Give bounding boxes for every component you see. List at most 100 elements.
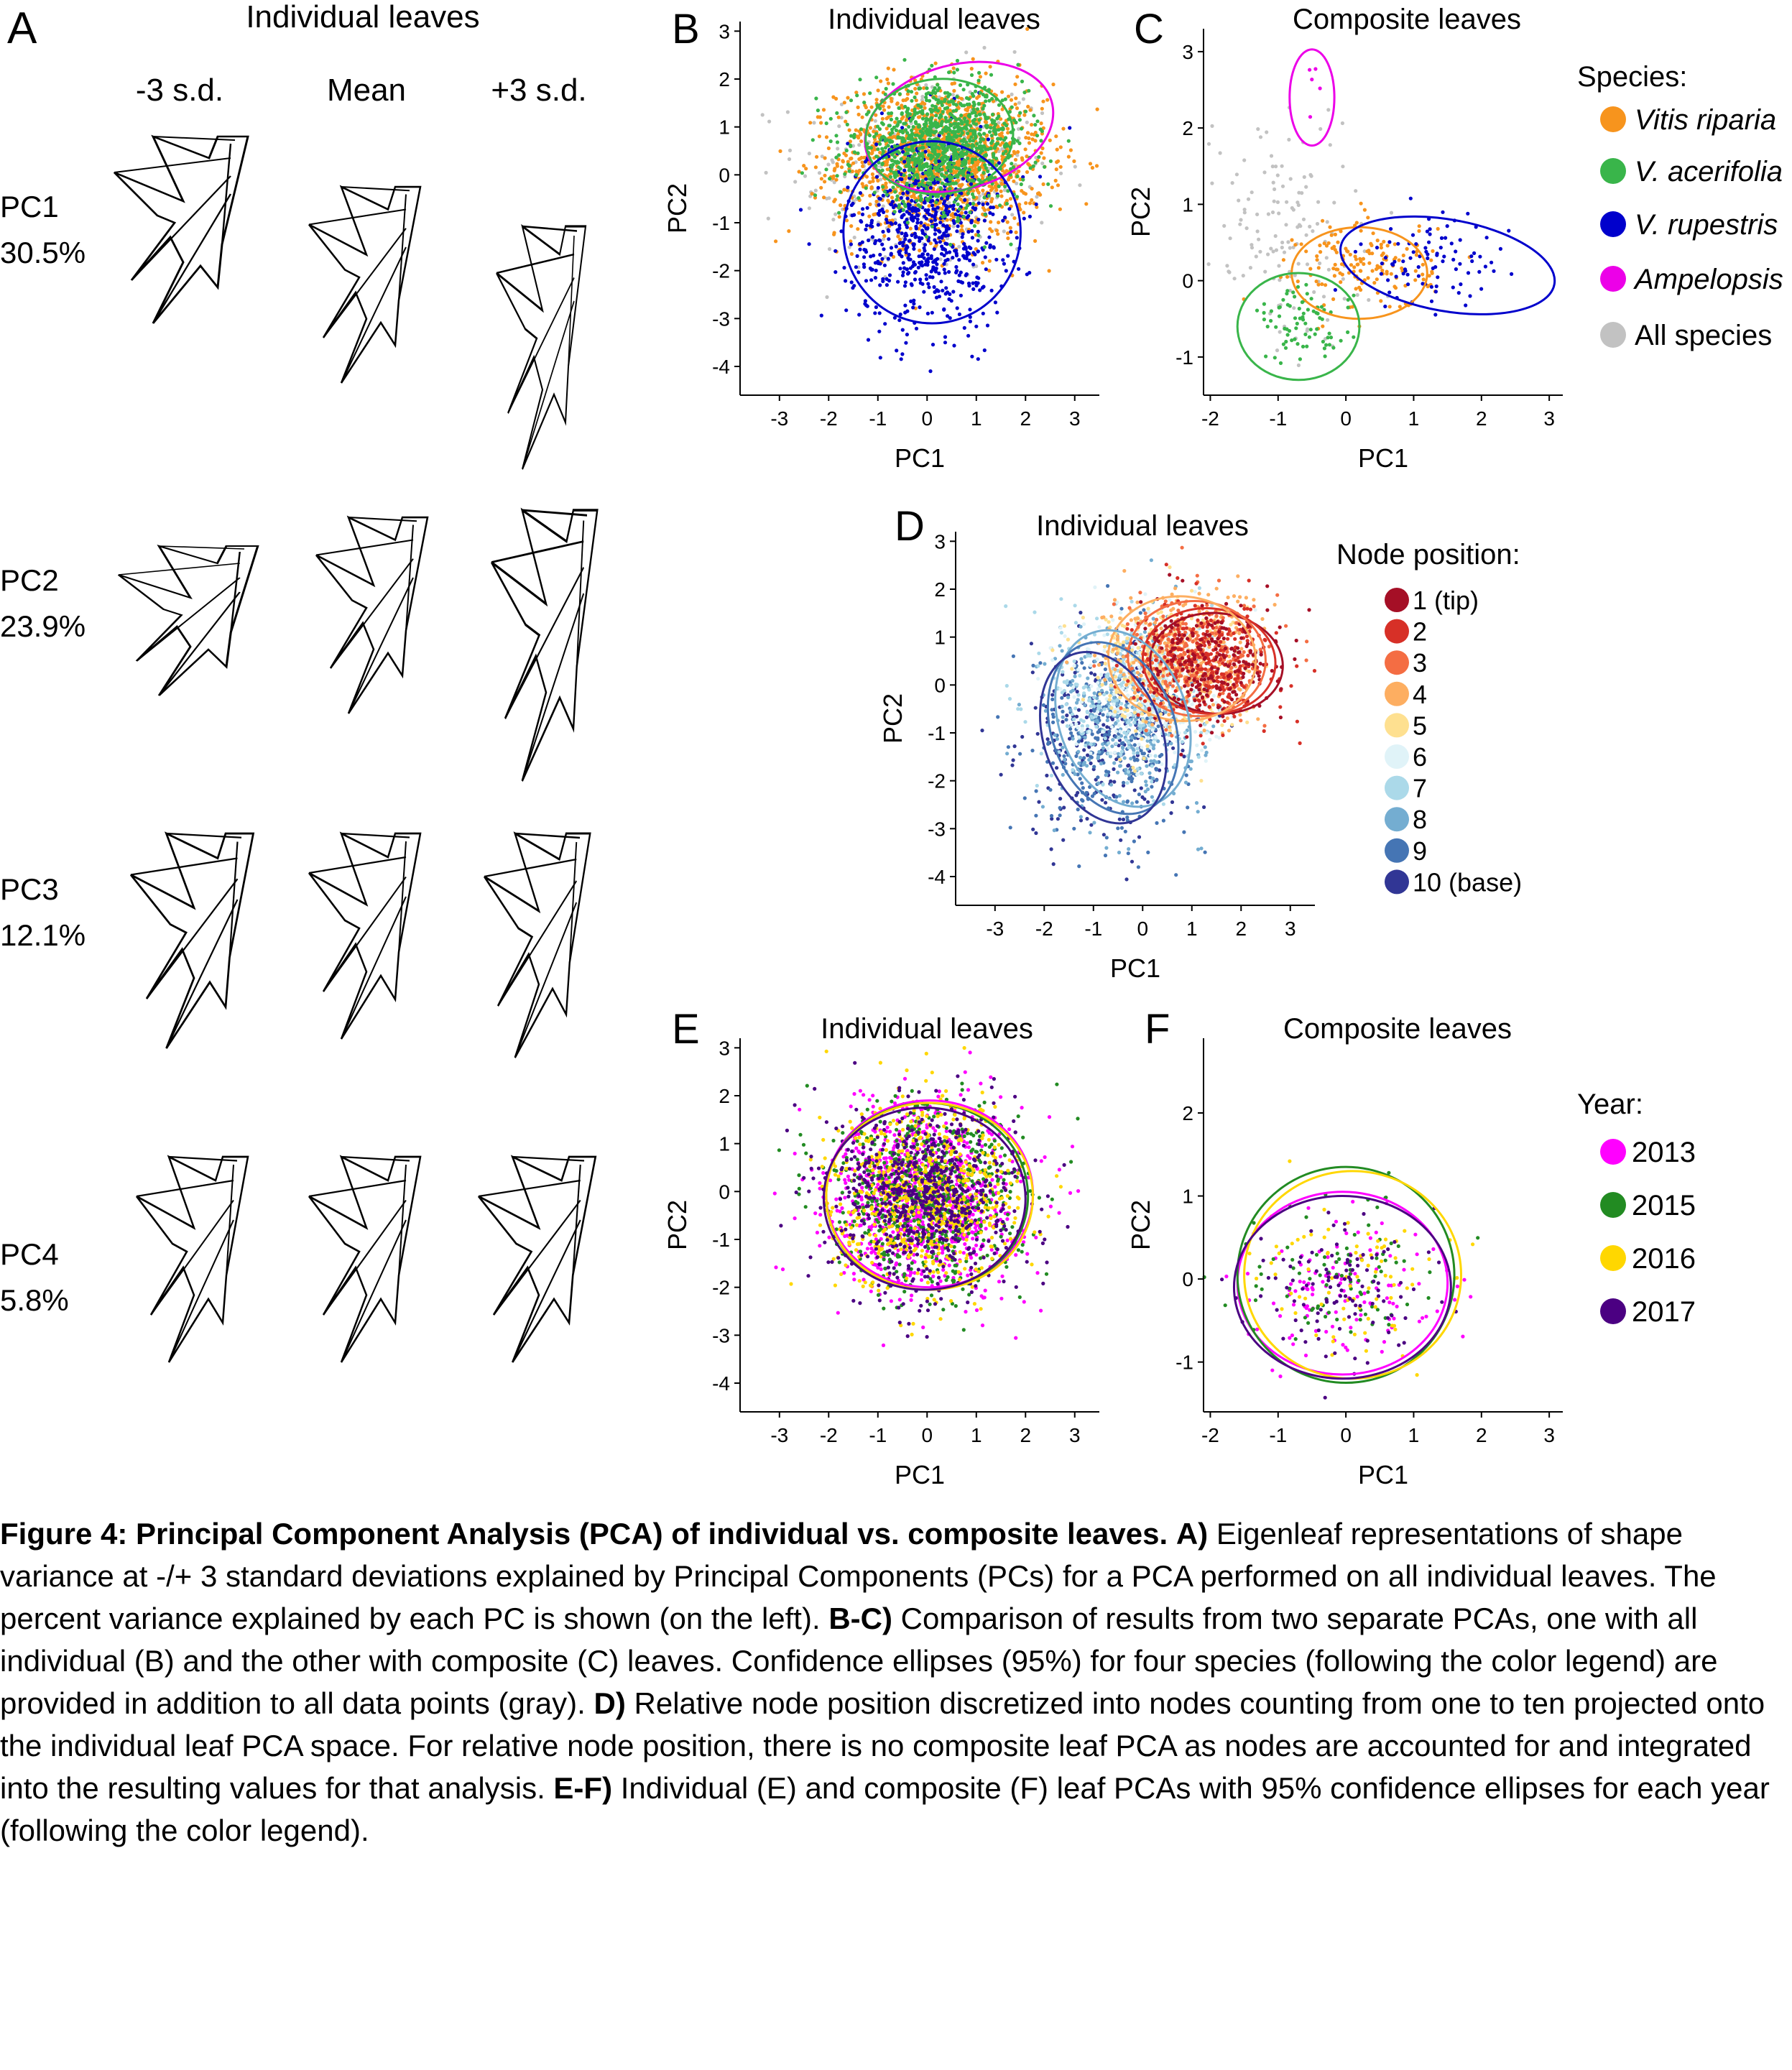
data-point (991, 112, 995, 116)
data-point (1408, 256, 1413, 260)
row-pc4-label: PC4 (0, 1237, 59, 1271)
data-point (953, 193, 958, 197)
data-point (963, 245, 968, 249)
data-point (1004, 604, 1008, 609)
data-point (1035, 783, 1039, 788)
data-point (855, 254, 859, 258)
data-point (907, 206, 911, 211)
data-point (989, 220, 993, 224)
data-point (1366, 216, 1370, 220)
data-point (989, 134, 994, 138)
data-point (944, 182, 948, 187)
data-point (948, 103, 952, 107)
data-point (1296, 363, 1301, 367)
data-point (1109, 782, 1114, 787)
data-point (1316, 200, 1321, 204)
data-point (1385, 244, 1390, 248)
data-point (877, 311, 882, 315)
data-point (997, 221, 1001, 225)
data-point (812, 121, 816, 125)
data-point (1283, 346, 1288, 350)
data-point (994, 257, 999, 262)
data-point (823, 180, 827, 184)
data-point (1013, 102, 1017, 106)
data-point (1040, 221, 1044, 225)
data-point (787, 229, 791, 234)
data-point (1299, 242, 1303, 246)
data-point (908, 119, 913, 123)
data-point (766, 216, 770, 221)
eigenleaf-pc4-mean (308, 1155, 422, 1364)
data-point (1045, 737, 1050, 741)
data-point (1048, 787, 1053, 792)
data-point (1121, 741, 1125, 745)
data-point (1080, 660, 1084, 665)
data-point (1458, 262, 1462, 266)
data-point (814, 96, 818, 101)
data-point (1056, 817, 1060, 821)
data-point (1320, 282, 1324, 287)
data-point (802, 164, 806, 168)
data-point (1510, 272, 1514, 276)
data-point (982, 45, 987, 50)
data-point (1101, 723, 1106, 727)
data-point (1035, 205, 1039, 209)
data-point (964, 206, 969, 211)
data-point (928, 107, 933, 111)
data-point (1076, 749, 1081, 754)
data-point (1092, 708, 1096, 713)
data-point (984, 93, 989, 98)
data-point (864, 227, 868, 231)
data-point (847, 128, 851, 132)
data-point (1371, 231, 1375, 236)
data-point (827, 196, 831, 200)
data-point (810, 192, 814, 196)
data-point (1150, 795, 1154, 799)
data-point (970, 228, 974, 234)
data-point (934, 200, 938, 205)
data-point (1066, 139, 1071, 143)
data-point (961, 88, 966, 92)
data-point (1445, 224, 1449, 228)
data-point (912, 246, 916, 251)
data-point (897, 250, 901, 254)
data-point (1135, 800, 1139, 804)
data-point (1096, 775, 1100, 780)
data-point (1076, 790, 1080, 795)
data-point (948, 250, 952, 254)
data-point (1033, 160, 1038, 165)
data-point (905, 152, 910, 156)
data-point (1034, 789, 1038, 793)
data-point (1408, 196, 1413, 200)
data-point (930, 203, 935, 208)
data-point (1130, 801, 1135, 805)
data-point (1354, 221, 1359, 225)
data-point (1021, 97, 1025, 101)
data-point (1117, 794, 1122, 798)
data-point (876, 223, 880, 227)
data-point (970, 354, 974, 359)
data-point (1097, 749, 1101, 754)
data-point (1092, 791, 1096, 796)
data-point (997, 184, 1001, 188)
data-point (1104, 846, 1109, 850)
data-point (868, 180, 872, 185)
data-point (946, 126, 951, 131)
data-point (930, 116, 934, 120)
data-point (800, 171, 804, 175)
data-point (920, 179, 925, 183)
data-point (1121, 746, 1125, 750)
data-point (1008, 826, 1012, 830)
data-point (942, 267, 946, 272)
data-point (878, 252, 882, 257)
data-point (911, 205, 915, 210)
data-point (924, 277, 929, 281)
data-point (890, 131, 895, 135)
data-point (867, 133, 872, 137)
data-point (927, 285, 931, 290)
data-point (911, 138, 915, 142)
data-point (974, 219, 978, 224)
data-point (1025, 131, 1030, 135)
data-point (896, 132, 900, 137)
data-point (999, 189, 1003, 193)
